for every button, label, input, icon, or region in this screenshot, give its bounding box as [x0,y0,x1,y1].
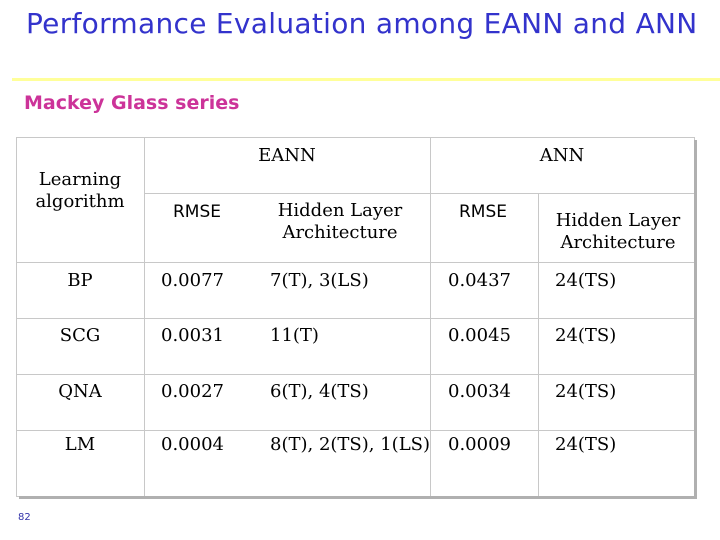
page-number: 82 [18,512,31,523]
row-ann-architecture: 24(TS) [555,381,617,402]
header-eann-rmse: RMSE [172,202,221,222]
grid-line [16,374,694,375]
slide-subtitle: Mackey Glass series [24,92,240,114]
grid-line [430,137,431,496]
row-ann-architecture: 24(TS) [555,325,617,346]
grid-line [16,430,694,431]
row-algorithm: QNA [58,381,102,402]
row-algorithm: SCG [59,325,101,346]
row-ann-architecture: 24(TS) [555,270,617,291]
title-divider [12,78,720,81]
grid-line [16,137,694,138]
row-algorithm: LM [64,434,96,455]
row-ann-rmse: 0.0009 [448,434,511,455]
grid-line [144,137,145,496]
grid-line [16,318,694,319]
grid-line [538,193,539,496]
table-shadow [19,496,697,499]
row-algorithm: BP [67,270,93,291]
row-eann-architecture: 8(T), 2(TS), 1(LS) [270,434,431,455]
grid-line [16,262,694,263]
row-ann-rmse: 0.0034 [448,381,511,402]
row-ann-architecture: 24(TS) [555,434,617,455]
row-ann-rmse: 0.0437 [448,270,511,291]
row-eann-architecture: 7(T), 3(LS) [270,270,369,291]
row-eann-architecture: 11(T) [270,325,319,346]
row-ann-rmse: 0.0045 [448,325,511,346]
row-eann-architecture: 6(T), 4(TS) [270,381,369,402]
header-ann-architecture: Hidden Layer Architecture [555,210,681,253]
header-eann-architecture: Hidden Layer Architecture [277,200,403,243]
grid-line [144,193,694,194]
row-eann-rmse: 0.0027 [161,381,224,402]
row-eann-rmse: 0.0004 [161,434,224,455]
row-eann-rmse: 0.0077 [161,270,224,291]
row-eann-rmse: 0.0031 [161,325,224,346]
table-shadow [694,140,697,499]
header-ann-rmse: RMSE [458,202,507,222]
header-ann: ANN [539,145,585,166]
slide-title: Performance Evaluation among EANN and AN… [26,7,698,40]
header-learning-algorithm: Learning algorithm [35,169,125,212]
grid-line [16,137,17,496]
header-eann: EANN [258,145,316,166]
